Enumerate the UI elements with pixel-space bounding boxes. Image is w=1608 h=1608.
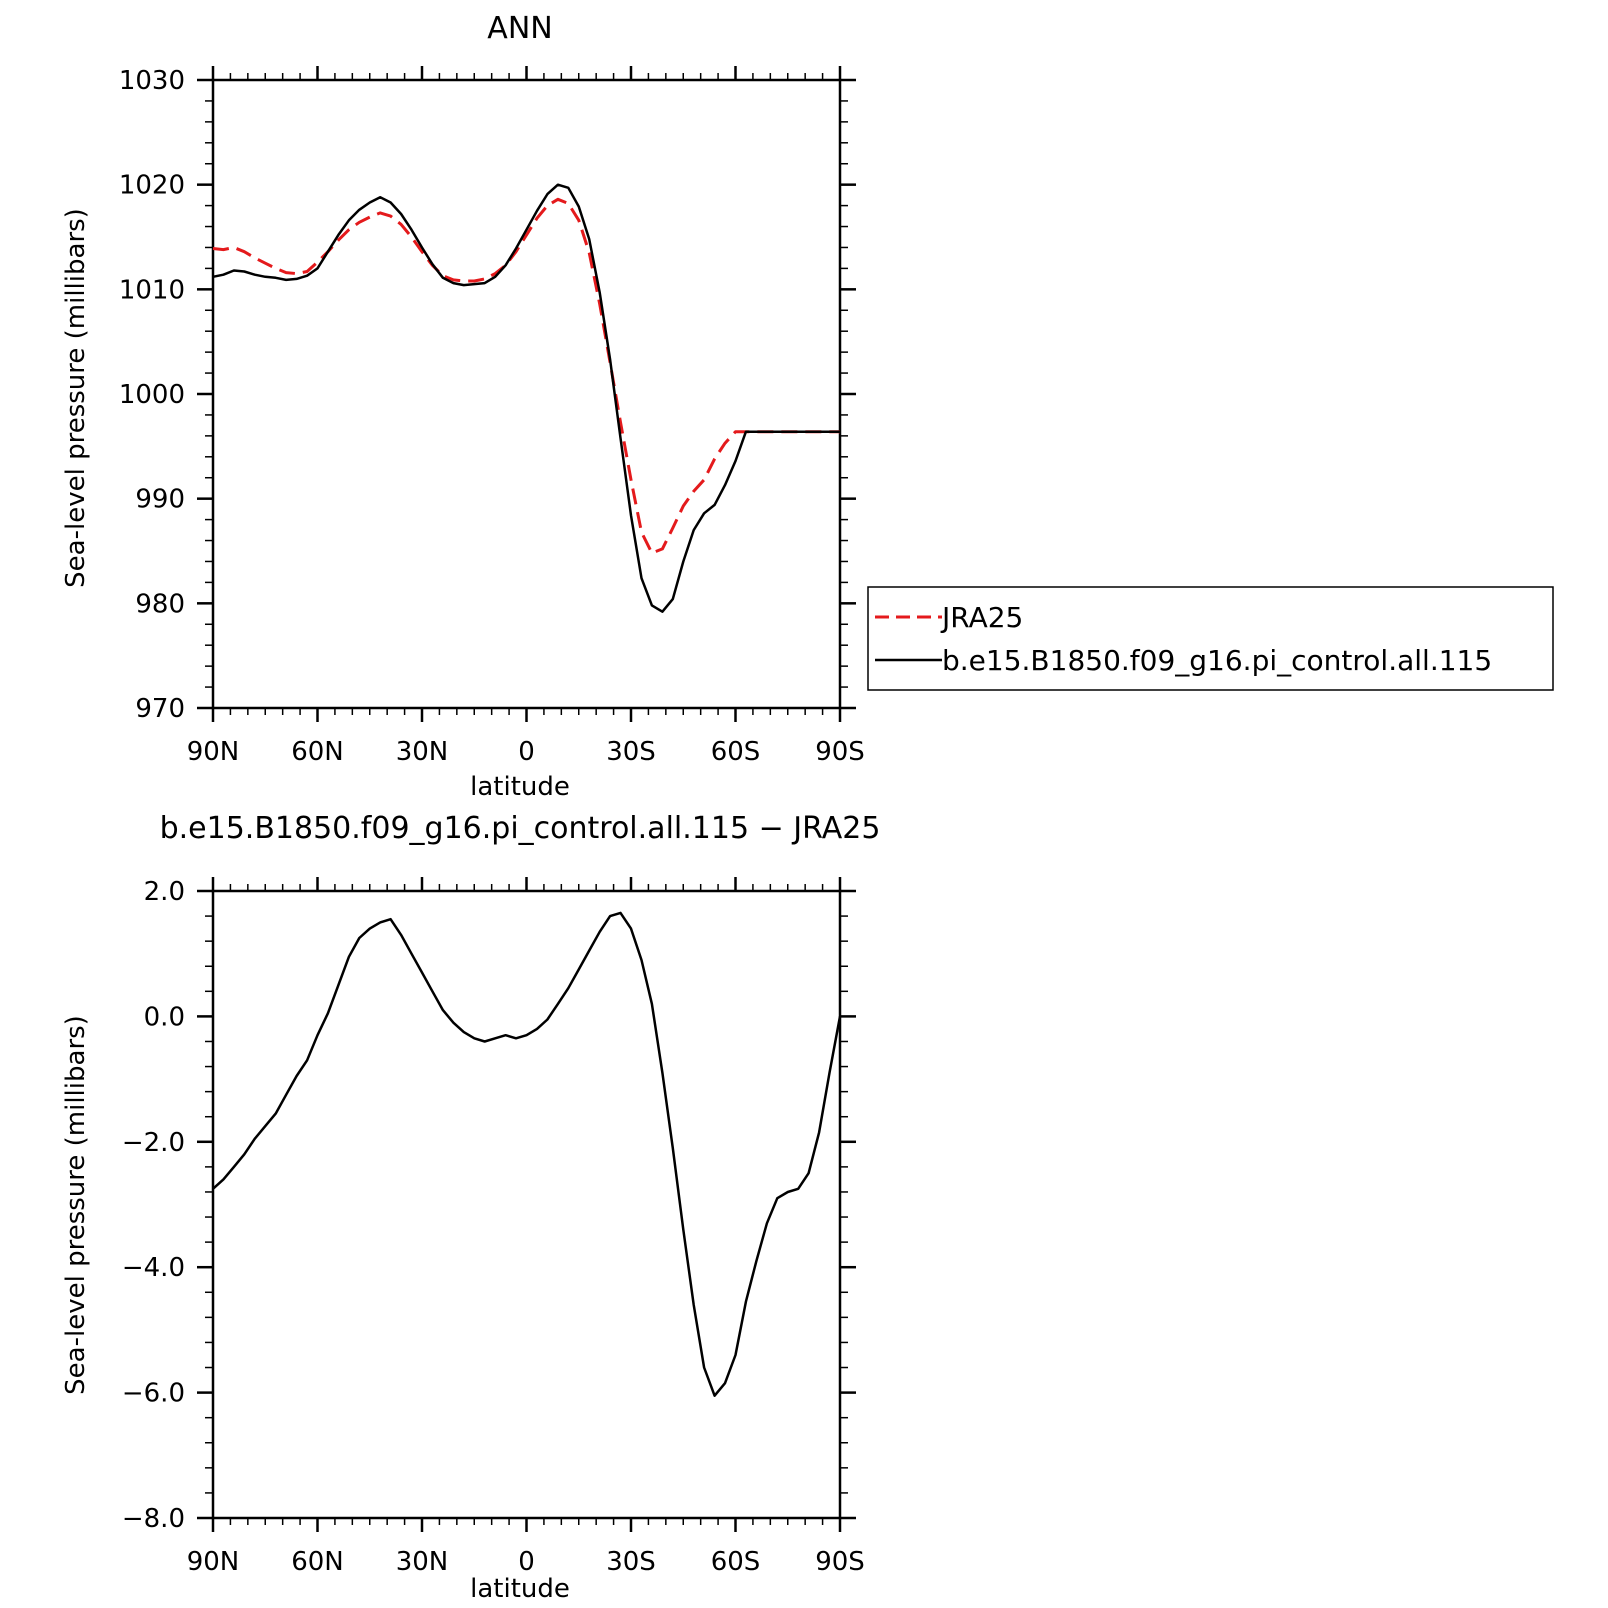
top-series-line-jra25 [212,197,840,555]
top-plot-area: 90N 60N 30N 0 30S 60S 90S 970 980 990 1000 1010 1020… [119,66,865,767]
top-y-tick-label: 1010 [119,275,185,305]
bottom-y-tick-label: −8.0 [122,1504,185,1534]
bottom-x-tick-label: 30S [606,1547,656,1577]
top-x-tick-label: 60N [291,737,344,767]
bottom-x-tick-label: 60S [711,1547,761,1577]
bottom-y-tick-label: 0.0 [144,1002,185,1032]
bottom-x-tick-label: 90S [815,1547,865,1577]
bottom-y-tick-label: −4.0 [122,1253,185,1283]
top-series-line-model [212,183,840,613]
top-x-tick-label: 30S [606,737,656,767]
top-y-tick-label: 1030 [119,66,185,96]
bottom-x-tick-label: 90N [187,1547,240,1577]
top-x-tick-label: 90N [187,737,240,767]
top-x-tick-label: 30N [396,737,449,767]
top-y-tick-label: 970 [135,694,185,724]
bottom-plot-area: 90N 60N 30N 0 30S 60S 90S −8.0 −6.0 −4.0 −2.0 0.0 2.… [122,877,865,1577]
legend: JRA25 b.e15.B1850.f09_g16.pi_control.all… [867,586,1554,691]
bottom-x-tick-label: 60N [291,1547,344,1577]
legend-box [867,586,1554,691]
bottom-title: b.e15.B1850.f09_g16.pi_control.all.115 −… [160,811,881,846]
top-y-tick-label: 990 [135,485,185,515]
bottom-xlabel: latitude [470,1574,570,1604]
top-x-tick-label: 90S [815,737,865,767]
bottom-series-line-difference [212,911,842,1397]
top-y-tick-label: 1000 [119,380,185,410]
bottom-x-tick-label: 30N [396,1547,449,1577]
top-x-tick-label: 0 [518,737,535,767]
bottom-panel: b.e15.B1850.f09_g16.pi_control.all.115 −… [61,811,880,1604]
legend-label-model: b.e15.B1850.f09_g16.pi_control.all.115 [942,644,1492,677]
legend-label-jra25: JRA25 [940,601,1023,634]
bottom-x-tick-label: 0 [518,1547,535,1577]
bottom-y-tick-label: −2.0 [122,1128,185,1158]
bottom-plot-frame [211,889,842,1520]
top-ylabel: Sea-level pressure (millibars) [61,208,91,588]
top-panel: ANN 90N 60N 30N 0 30S 60S 90S 970 980 990 1000 1010… [61,11,865,802]
top-y-tick-label: 980 [135,589,185,619]
top-title: ANN [487,11,552,46]
top-plot-frame [211,78,842,710]
top-y-tick-label: 1020 [119,171,185,201]
top-xlabel: latitude [470,772,570,802]
bottom-ylabel: Sea-level pressure (millibars) [61,1015,91,1395]
bottom-y-tick-label: −6.0 [122,1379,185,1409]
top-x-tick-label: 60S [711,737,761,767]
bottom-y-tick-label: 2.0 [144,877,185,907]
